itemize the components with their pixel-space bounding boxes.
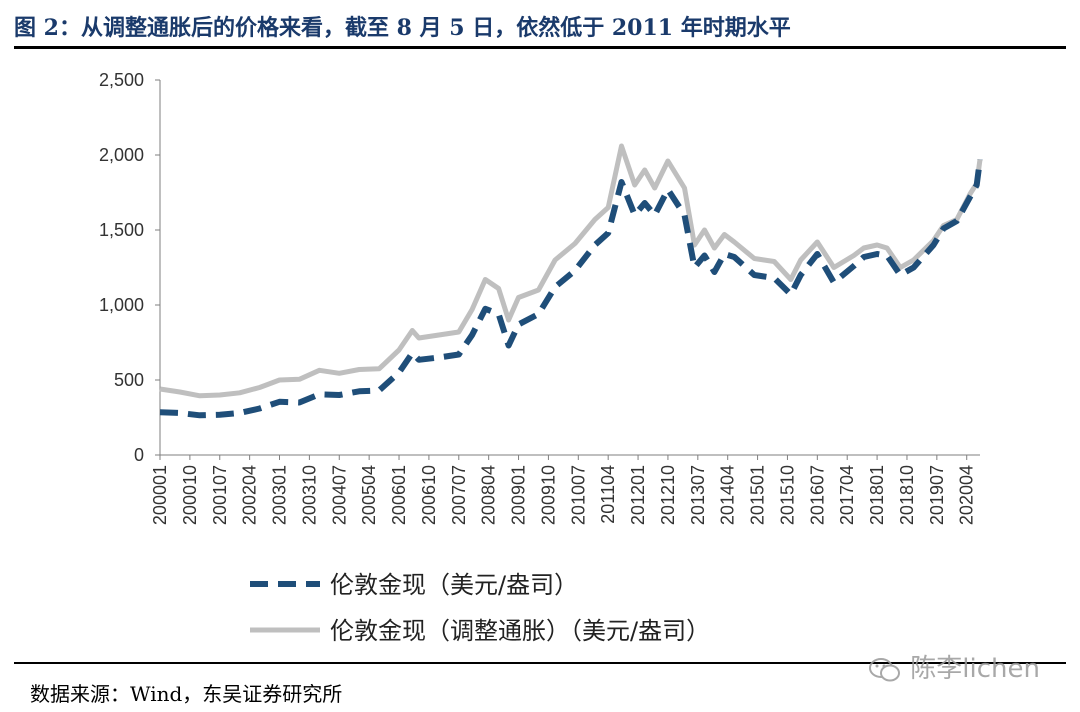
x-tick-label: 201501 xyxy=(748,465,768,525)
axes: 0 500 1,000 1,500 2,000 2,500 200001 200010 2001… xyxy=(99,70,980,525)
x-tick-label: 201801 xyxy=(867,465,887,525)
x-tick-label: 200610 xyxy=(419,465,439,525)
x-tick-label: 200901 xyxy=(509,465,529,525)
y-tick-label: 2,500 xyxy=(99,70,144,90)
series-layer xyxy=(159,143,983,419)
x-tick-label: 200010 xyxy=(180,465,200,525)
x-tick-label: 201104 xyxy=(598,465,618,524)
y-tick-label: 0 xyxy=(134,445,144,465)
x-tick-label: 201307 xyxy=(688,465,708,525)
x-tick-label: 201810 xyxy=(897,465,917,525)
x-tick-label: 201704 xyxy=(837,465,857,525)
source-note: 数据来源：Wind，东吴证券研究所 xyxy=(30,682,343,706)
x-tick-label: 201907 xyxy=(927,465,947,525)
x-tick-label: 201007 xyxy=(568,465,588,525)
legend-item-adjusted-label: 伦敦金现（调整通胀）（美元/盎司） xyxy=(330,617,710,645)
x-tick-label: 200301 xyxy=(270,465,290,525)
title-rule xyxy=(14,46,1066,49)
x-tick-label: 201210 xyxy=(658,465,678,525)
chart-title: 图 2：从调整通胀后的价格来看，截至 8 月 5 日，依然低于 2011 年时期… xyxy=(14,15,791,41)
y-tick-label: 500 xyxy=(114,370,144,390)
x-tick-label: 200407 xyxy=(329,465,349,525)
series-line-nominal xyxy=(159,159,983,419)
wechat-icon xyxy=(869,657,900,681)
x-tick-label: 201510 xyxy=(777,465,797,525)
x-tick-label: 201607 xyxy=(807,465,827,525)
y-tick-label: 1,000 xyxy=(99,295,144,315)
series-line-adjusted xyxy=(159,143,983,399)
x-tick-label: 200001 xyxy=(150,465,170,525)
legend-item-nominal-label: 伦敦金现（美元/盎司） xyxy=(330,571,578,599)
y-tick-label: 2,000 xyxy=(99,145,144,165)
x-tick-label: 200910 xyxy=(538,465,558,525)
y-tick-label: 1,500 xyxy=(99,220,144,240)
x-tick-label: 200804 xyxy=(479,465,499,525)
x-tick-label: 200504 xyxy=(359,465,379,525)
x-tick-label: 200310 xyxy=(299,465,319,525)
footer-rule xyxy=(14,662,1066,664)
x-tick-label: 201201 xyxy=(628,465,648,525)
x-tick-label: 200204 xyxy=(240,465,260,525)
x-tick-label: 200707 xyxy=(449,465,469,525)
x-tick-label: 200107 xyxy=(210,465,230,525)
watermark-text: 陈李lichen xyxy=(910,654,1040,684)
watermark: 陈李lichen xyxy=(868,648,1040,685)
x-tick-label: 201404 xyxy=(718,465,738,525)
x-tick-label: 202004 xyxy=(957,465,977,525)
legend: 伦敦金现（美元/盎司） 伦敦金现（调整通胀）（美元/盎司） xyxy=(250,571,710,645)
x-tick-label: 200601 xyxy=(389,465,409,525)
